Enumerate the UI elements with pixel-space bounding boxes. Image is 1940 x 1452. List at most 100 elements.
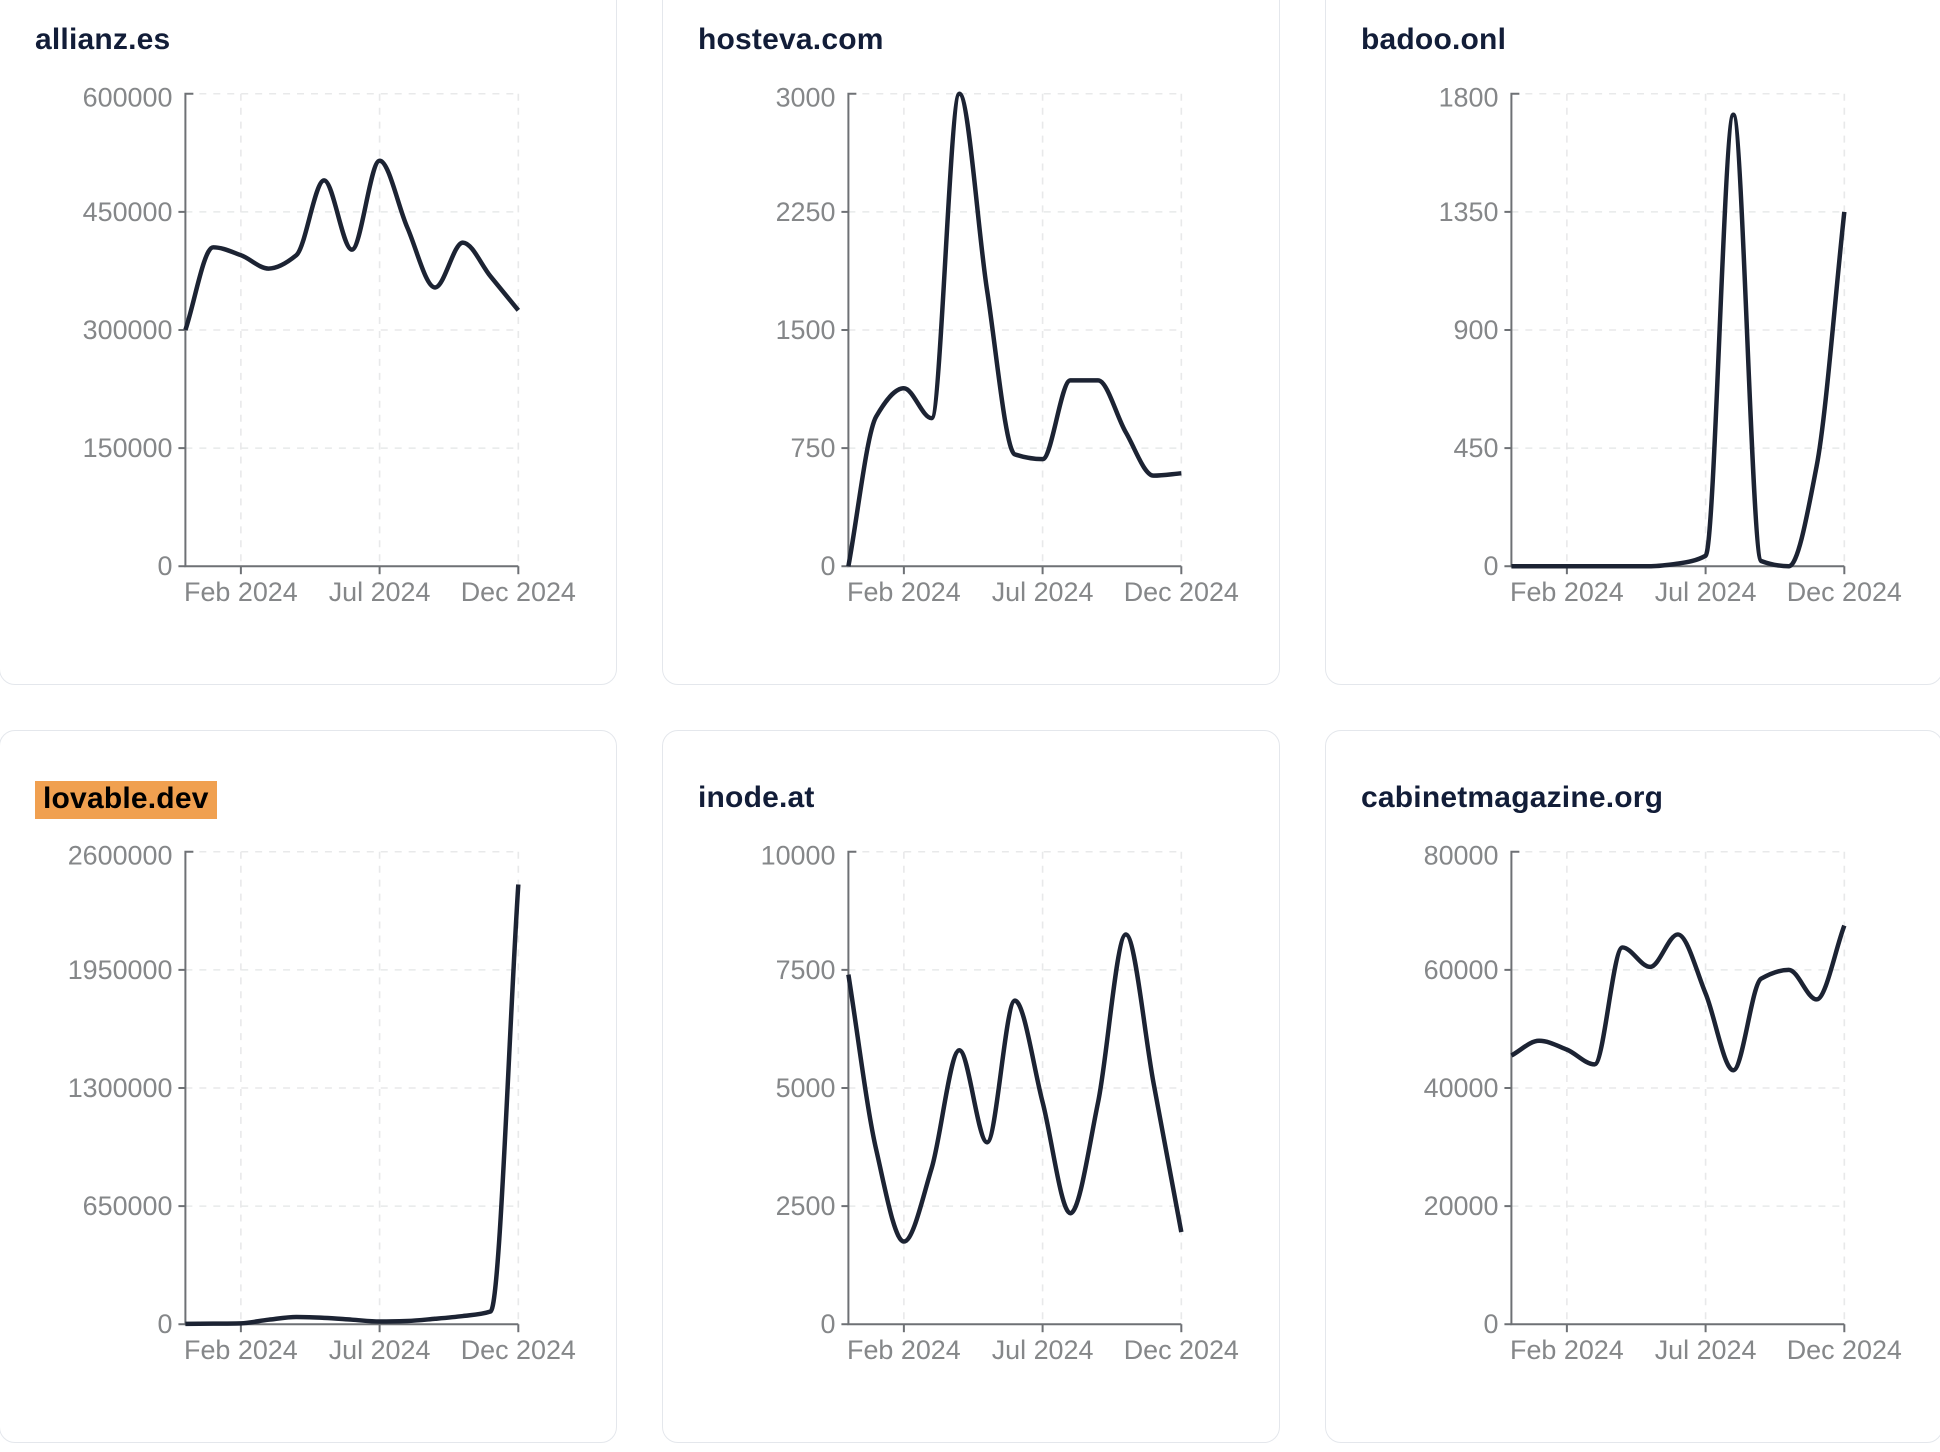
tick-labels: 0 650000 1300000 1950000 2600000 Feb 2024 Jul … <box>68 841 576 1365</box>
chart-title: badoo.onl <box>1326 0 1940 57</box>
x-tick-label: Feb 2024 <box>1510 577 1624 607</box>
line-chart: 0 150000 300000 450000 600000 Feb 2024 Jul 202… <box>83 83 576 607</box>
line-chart: 0 450 900 1350 1800 Feb 2024 Jul 2024 Dec 2024 <box>1439 83 1902 607</box>
y-tick-label: 1950000 <box>68 955 173 985</box>
y-tick-label: 60000 <box>1424 955 1499 985</box>
line-chart: 0 2500 5000 7500 10000 Feb 2024 Jul 2024 Dec 20… <box>761 841 1239 1365</box>
y-tick-label: 1500 <box>776 315 836 345</box>
y-tick-label: 450000 <box>83 197 173 227</box>
tick-labels: 0 750 1500 2250 3000 Feb 2024 Jul 2024 Dec 2024 <box>776 83 1239 607</box>
x-tick-label: Jul 2024 <box>992 577 1094 607</box>
y-tick-label: 40000 <box>1424 1073 1499 1103</box>
x-tick-label: Dec 2024 <box>1787 577 1902 607</box>
domain-title-link[interactable]: lovable.dev <box>35 781 217 819</box>
domain-title-link[interactable]: cabinetmagazine.org <box>1361 781 1664 814</box>
axes <box>841 850 1183 1333</box>
y-tick-label: 650000 <box>83 1191 173 1221</box>
domain-title-link[interactable]: inode.at <box>698 781 815 814</box>
x-tick-label: Feb 2024 <box>1510 1335 1624 1365</box>
y-tick-label: 750 <box>791 433 836 463</box>
x-tick-label: Jul 2024 <box>1655 1335 1757 1365</box>
gridlines <box>1511 850 1846 1325</box>
chart-card: inode.at 0 2500 5000 7500 10000 Feb 2024 Jul 2… <box>662 730 1280 1443</box>
y-tick-label: 7500 <box>776 955 836 985</box>
x-tick-label: Dec 2024 <box>1787 1335 1902 1365</box>
y-tick-label: 10000 <box>761 841 836 871</box>
gridlines <box>1511 92 1846 567</box>
y-tick-label: 0 <box>820 551 835 581</box>
x-tick-label: Jul 2024 <box>329 577 431 607</box>
y-tick-label: 900 <box>1454 315 1499 345</box>
y-tick-label: 300000 <box>83 315 173 345</box>
x-tick-label: Feb 2024 <box>184 577 298 607</box>
line-chart: 0 20000 40000 60000 80000 Feb 2024 Jul 2024 Dec… <box>1424 841 1902 1365</box>
y-tick-label: 150000 <box>83 433 173 463</box>
x-tick-label: Feb 2024 <box>847 577 961 607</box>
y-tick-label: 1800 <box>1439 83 1499 113</box>
tick-labels: 0 450 900 1350 1800 Feb 2024 Jul 2024 Dec 2024 <box>1439 83 1902 607</box>
y-tick-label: 2250 <box>776 197 836 227</box>
chart-card: badoo.onl 0 450 900 1350 1800 Feb 2024 Jul 202… <box>1325 0 1940 685</box>
x-tick-label: Jul 2024 <box>992 1335 1094 1365</box>
domain-title-link[interactable]: hosteva.com <box>698 23 884 56</box>
gridlines <box>848 850 1183 1325</box>
chart-line <box>1510 924 1847 1073</box>
chart-title: lovable.dev <box>0 731 616 819</box>
gridlines <box>848 92 1183 567</box>
x-tick-label: Feb 2024 <box>847 1335 961 1365</box>
axes <box>178 850 520 1333</box>
line-chart: 0 750 1500 2250 3000 Feb 2024 Jul 2024 Dec 2024 <box>776 83 1239 607</box>
y-tick-label: 0 <box>1483 1309 1498 1339</box>
chart-card: lovable.dev 0 650000 1300000 1950000 2600000… <box>0 730 617 1443</box>
y-tick-label: 3000 <box>776 83 836 113</box>
y-tick-label: 20000 <box>1424 1191 1499 1221</box>
y-tick-label: 5000 <box>776 1073 836 1103</box>
axis-line <box>1510 92 1845 568</box>
chart-title: allianz.es <box>0 0 616 57</box>
chart-title: hosteva.com <box>663 0 1279 57</box>
chart-line <box>1511 112 1847 569</box>
chart-line <box>185 884 521 1327</box>
x-tick-label: Dec 2024 <box>1124 577 1239 607</box>
y-tick-label: 2500 <box>776 1191 836 1221</box>
y-tick-label: 80000 <box>1424 841 1499 871</box>
chart-card: hosteva.com 0 750 1500 2250 3000 Feb 2024 Jul … <box>662 0 1280 685</box>
x-tick-label: Dec 2024 <box>461 577 576 607</box>
gridlines <box>185 850 520 1325</box>
domain-title-link[interactable]: allianz.es <box>35 23 171 56</box>
chart-title: inode.at <box>663 731 1279 815</box>
y-tick-label: 0 <box>820 1309 835 1339</box>
y-tick-label: 600000 <box>83 83 173 113</box>
axis-line <box>847 850 1182 1326</box>
domain-title-link[interactable]: badoo.onl <box>1361 23 1507 56</box>
y-tick-label: 1350 <box>1439 197 1499 227</box>
gridlines <box>185 92 520 567</box>
axis-line <box>1510 850 1845 1326</box>
y-tick-label: 1300000 <box>68 1073 173 1103</box>
chart-line <box>846 932 1184 1244</box>
chart-title: cabinetmagazine.org <box>1326 731 1940 815</box>
y-tick-label: 0 <box>1483 551 1498 581</box>
x-tick-label: Dec 2024 <box>461 1335 576 1365</box>
chart-line <box>846 91 1182 567</box>
axis-line <box>847 92 1182 568</box>
y-tick-label: 450 <box>1454 433 1499 463</box>
y-tick-label: 0 <box>157 1309 172 1339</box>
tick-labels: 0 150000 300000 450000 600000 Feb 2024 Jul 202… <box>83 83 576 607</box>
x-tick-label: Jul 2024 <box>329 1335 431 1365</box>
tick-labels: 0 20000 40000 60000 80000 Feb 2024 Jul 2024 Dec… <box>1424 841 1902 1365</box>
axes <box>1504 92 1846 575</box>
line-chart: 0 650000 1300000 1950000 2600000 Feb 2024 Jul … <box>68 841 576 1365</box>
axes <box>1504 850 1846 1333</box>
tick-labels: 0 2500 5000 7500 10000 Feb 2024 Jul 2024 Dec 20… <box>761 841 1239 1365</box>
x-tick-label: Jul 2024 <box>1655 577 1757 607</box>
x-tick-label: Feb 2024 <box>184 1335 298 1365</box>
chart-line <box>183 158 521 331</box>
chart-card: allianz.es 0 150000 300000 450000 600000 Feb … <box>0 0 617 685</box>
axes <box>178 92 520 575</box>
y-tick-label: 0 <box>157 551 172 581</box>
x-tick-label: Dec 2024 <box>1124 1335 1239 1365</box>
axes <box>841 92 1183 575</box>
chart-card: cabinetmagazine.org 0 20000 40000 60000 8000… <box>1325 730 1940 1443</box>
